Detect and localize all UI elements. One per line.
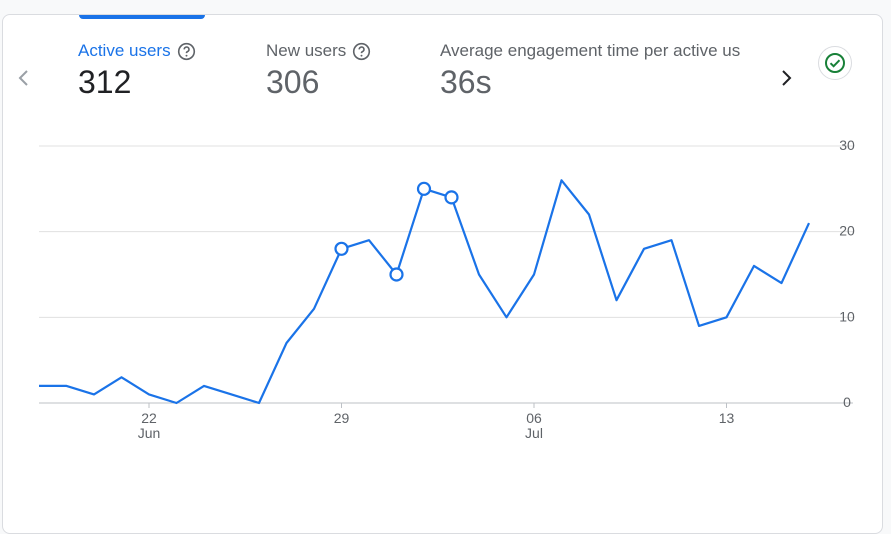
help-circle-icon[interactable] xyxy=(177,42,196,61)
metric-tab-active-users[interactable]: Active users 312 xyxy=(78,41,196,100)
metric-label: Active users xyxy=(78,41,171,60)
help-circle-icon[interactable] xyxy=(352,42,371,61)
series-line-active-users xyxy=(39,179,810,405)
data-point-marker[interactable] xyxy=(444,190,459,205)
metric-label: Average engagement time per active us xyxy=(440,41,741,60)
metric-value: 312 xyxy=(78,64,132,100)
next-metric-button[interactable] xyxy=(774,66,798,90)
y-tick-label: 0 xyxy=(843,394,851,410)
status-check-button[interactable] xyxy=(818,46,852,80)
x-tick-month-label: Jul xyxy=(525,425,543,441)
metric-label: New users xyxy=(266,41,347,60)
x-tick-label: 22 xyxy=(141,410,157,426)
active-tab-indicator xyxy=(79,15,205,19)
prev-metric-button[interactable] xyxy=(12,66,36,90)
data-point-marker[interactable] xyxy=(334,241,349,256)
y-tick-label: 10 xyxy=(839,308,855,324)
x-tick-month-label: Jun xyxy=(138,425,161,441)
metric-tab-new-users[interactable]: New users 306 xyxy=(266,41,371,100)
data-point-marker[interactable] xyxy=(416,181,432,196)
chevron-right-icon xyxy=(782,70,792,86)
metrics-card: Active users 312 New users 306 Average e… xyxy=(2,14,883,534)
metric-value: 306 xyxy=(266,64,320,100)
chevron-left-icon xyxy=(18,70,28,86)
y-tick-label: 30 xyxy=(839,137,855,153)
data-point-marker[interactable] xyxy=(389,267,404,282)
x-tick-label: 13 xyxy=(719,410,735,426)
metric-value: 36s xyxy=(440,64,492,100)
check-circle-icon xyxy=(825,53,845,73)
x-tick-label: 29 xyxy=(334,410,350,426)
metric-label-row: New users xyxy=(266,41,371,61)
metric-label-row: Average engagement time per active us xyxy=(440,41,765,61)
metric-tab-engagement-time[interactable]: Average engagement time per active us 36… xyxy=(440,41,765,100)
y-tick-label: 20 xyxy=(839,223,855,239)
x-tick-label: 06 xyxy=(526,410,542,426)
metric-label-row: Active users xyxy=(78,41,196,61)
